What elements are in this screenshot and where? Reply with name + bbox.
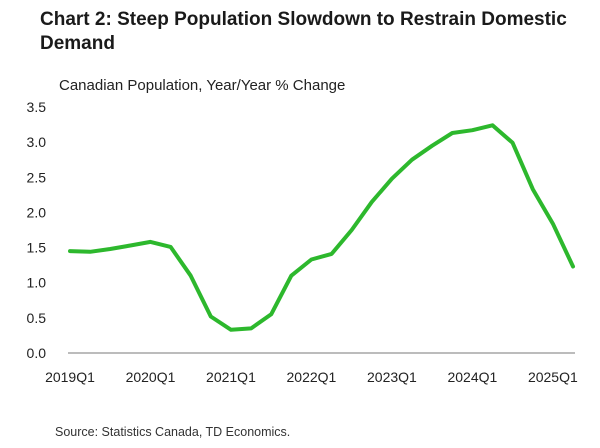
x-tick-label: 2019Q1 (45, 369, 95, 385)
y-axis-ticks: 0.0 0.5 1.0 1.5 2.0 2.5 3.0 3.5 (27, 99, 47, 361)
x-tick-label: 2022Q1 (287, 369, 337, 385)
y-tick-label: 1.5 (27, 240, 47, 256)
y-tick-label: 2.0 (27, 204, 47, 220)
chart-subtitle: Canadian Population, Year/Year % Change (59, 77, 346, 94)
y-tick-label: 3.5 (27, 99, 47, 115)
y-tick-label: 2.5 (27, 169, 47, 185)
x-tick-label: 2025Q1 (528, 369, 578, 385)
y-tick-label: 0.5 (27, 310, 47, 326)
y-tick-label: 1.0 (27, 275, 47, 291)
y-tick-label: 3.0 (27, 134, 47, 150)
chart-title: Chart 2: Steep Population Slowdown to Re… (40, 9, 567, 54)
x-tick-label: 2020Q1 (126, 369, 176, 385)
source-note: Source: Statistics Canada, TD Economics. (55, 425, 291, 439)
y-tick-label: 0.0 (27, 345, 47, 361)
x-tick-label: 2021Q1 (206, 369, 256, 385)
x-tick-label: 2023Q1 (367, 369, 417, 385)
x-axis-ticks: 2019Q1 2020Q1 2021Q1 2022Q1 2023Q1 2024Q1 2025… (45, 369, 578, 385)
population-growth-line (68, 123, 575, 332)
x-tick-label: 2024Q1 (447, 369, 497, 385)
